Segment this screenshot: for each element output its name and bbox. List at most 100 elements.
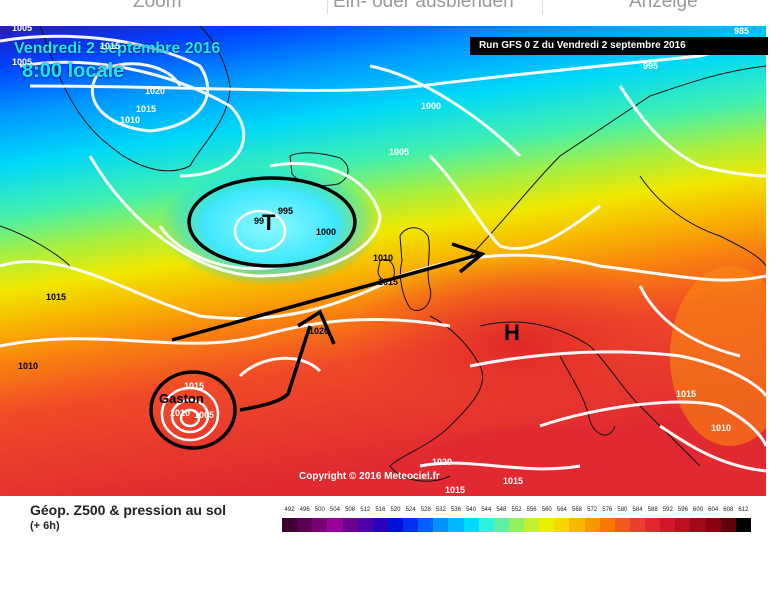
color-scale-swatch (660, 518, 676, 532)
color-scale-value: 572 (587, 507, 598, 513)
color-scale-value: 604 (708, 507, 719, 513)
color-scale-value: 516 (375, 507, 386, 513)
map-canvas (0, 26, 766, 496)
run-label: Run GFS 0 Z du Vendredi 2 septembre 2016 (470, 37, 768, 55)
color-scale-value: 548 (496, 507, 507, 513)
isobar-value: 1010 (711, 423, 732, 433)
isobar-value: 1010 (170, 408, 191, 418)
color-scale-swatch (297, 518, 313, 532)
color-scale-value: 608 (723, 507, 734, 513)
show-hide-menu[interactable]: Ein- oder ausblenden (333, 0, 514, 12)
storm-circle-annotation (149, 370, 237, 450)
color-scale-swatch (387, 518, 403, 532)
isobar-value: 1015 (503, 476, 524, 486)
toolbar: Zoom Ein- oder ausblenden Anzeige (0, 0, 777, 26)
color-scale-value: 500 (314, 507, 325, 513)
track-arrowhead (297, 309, 336, 345)
isobar-value: 1015 (46, 292, 67, 302)
isobar (0, 317, 451, 348)
color-scale-swatch (735, 518, 751, 532)
color-scale-value: 496 (299, 507, 310, 513)
color-scale-value: 528 (420, 507, 431, 513)
isobar-value: 1005 (12, 57, 33, 67)
isobar (659, 424, 766, 473)
color-scale-swatch (493, 518, 509, 532)
color-scale-value: 552 (511, 507, 522, 513)
color-scale-swatch (282, 518, 298, 532)
color-scale-value: 556 (526, 507, 537, 513)
isobar (469, 350, 766, 397)
isobar-value: 1020 (309, 326, 330, 336)
map-time: 8:00 locale (22, 60, 125, 82)
color-scale-value: 576 (602, 507, 613, 513)
color-scale-swatch (508, 518, 524, 532)
continent-coast (479, 321, 701, 467)
color-scale-value: 508 (345, 507, 356, 513)
color-scale-value: 584 (632, 507, 643, 513)
color-scale-value: 600 (693, 507, 704, 513)
isobar-value: 1015 (184, 381, 205, 391)
color-scale-value: 596 (677, 507, 688, 513)
isobar-gaston (160, 386, 220, 442)
isobar-value: 1000 (421, 101, 442, 111)
legend-subtitle: (+ 6h) (30, 520, 60, 532)
color-scale-swatch (403, 518, 419, 532)
color-scale-swatch (629, 518, 645, 532)
ireland-coast (377, 259, 395, 281)
color-scale-swatch (342, 518, 358, 532)
color-scale-swatch (312, 518, 328, 532)
color-scale-swatch (433, 518, 449, 532)
isobar-gaston (170, 398, 210, 434)
weather-map (0, 26, 766, 496)
baltic-coast (639, 175, 766, 267)
isobar (618, 85, 766, 178)
color-scale-bar (282, 518, 751, 532)
view-menu[interactable]: Anzeige (629, 0, 698, 12)
isobar (419, 461, 581, 471)
color-scale-swatch (478, 518, 494, 532)
isobar-value: 995 (643, 61, 659, 71)
color-scale-swatch (614, 518, 630, 532)
color-scale-value: 560 (541, 507, 552, 513)
britain-coast (399, 227, 432, 311)
isobar (428, 154, 601, 251)
flow-arrow (171, 252, 483, 342)
track-arrow (239, 325, 312, 412)
color-scale-swatch (675, 518, 691, 532)
isobar-value: 1015 (136, 104, 157, 114)
color-scale-swatch (720, 518, 736, 532)
color-scale-value: 612 (738, 507, 749, 513)
color-scale-swatch (524, 518, 540, 532)
color-scale-value: 492 (284, 507, 295, 513)
low-pressure-symbol: T (262, 210, 276, 235)
isobar (238, 356, 322, 378)
greenland-coast (39, 26, 231, 172)
isobar-value: 1005 (389, 147, 410, 157)
isobar-gaston (179, 408, 201, 428)
isobar-value: 995 (278, 206, 294, 216)
color-scale-swatch (463, 518, 479, 532)
color-scale-value: 588 (647, 507, 658, 513)
zoom-menu[interactable]: Zoom (133, 0, 182, 12)
isobar-value: 99 (254, 216, 265, 226)
copyright: Copyright © 2016 Meteociel.fr (299, 471, 440, 482)
color-scale-value: 540 (466, 507, 477, 513)
isobar (19, 60, 246, 178)
color-scale-value: 580 (617, 507, 628, 513)
italy-coast (559, 355, 616, 436)
scandinavia-coast (469, 65, 766, 257)
isobar-value: 1020 (432, 457, 453, 467)
color-scale-swatch (584, 518, 600, 532)
color-scale-labels: 492 496 500 504 508 512 516 520 524 528 532 536 540 5… (282, 507, 751, 517)
color-scale-value: 504 (329, 507, 340, 513)
isobar-value: 1020 (145, 86, 166, 96)
color-scale-value: 524 (405, 507, 416, 513)
map-date: Vendredi 2 septembre 2016 (14, 40, 221, 57)
color-scale-swatch (569, 518, 585, 532)
color-scale-swatch (599, 518, 615, 532)
color-scale-swatch (690, 518, 706, 532)
isobar (88, 155, 382, 278)
isobar-value: 1005 (194, 410, 215, 420)
storm-name: Gaston (159, 391, 204, 406)
color-scale-swatch (418, 518, 434, 532)
